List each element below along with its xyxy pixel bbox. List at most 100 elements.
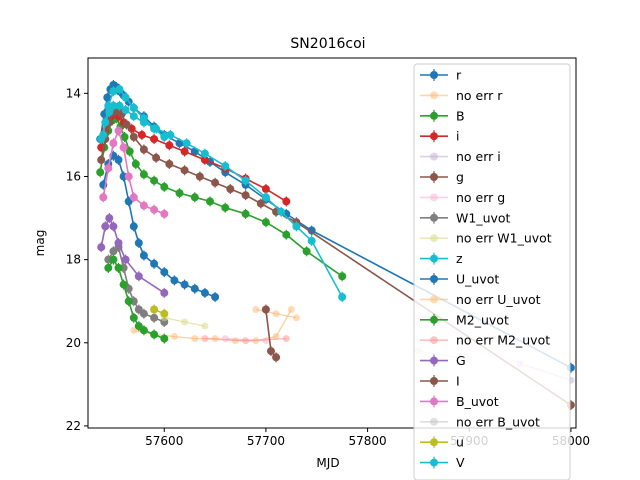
data-point (261, 218, 270, 227)
legend-swatch-marker (430, 71, 438, 79)
data-point (150, 330, 159, 339)
data-point (103, 93, 112, 102)
y-tick-label: 20 (66, 336, 81, 350)
data-point (130, 326, 138, 334)
legend-label: i (456, 129, 459, 144)
data-point (175, 189, 184, 198)
legend-entry: g (420, 170, 464, 185)
data-point (150, 305, 159, 314)
data-point (109, 139, 118, 148)
legend-swatch-marker (430, 336, 438, 345)
legend-label: U_uvot (456, 272, 499, 287)
data-point (129, 222, 138, 231)
data-point (99, 130, 108, 139)
data-point (104, 164, 113, 173)
data-point (152, 153, 161, 162)
data-point (129, 103, 138, 112)
series-G (97, 213, 169, 298)
data-point (114, 155, 123, 164)
legend-swatch-marker (430, 234, 438, 243)
data-point (287, 306, 295, 313)
data-point (170, 333, 178, 340)
legend-entry: no err g (420, 190, 505, 205)
legend-swatch-marker (430, 193, 438, 202)
data-point (160, 288, 169, 297)
legend-swatch-marker (430, 397, 438, 406)
data-point (150, 259, 159, 268)
data-point (180, 166, 189, 175)
legend-label: g (456, 170, 464, 185)
data-point (122, 120, 131, 129)
legend-label: no err i (456, 149, 501, 164)
legend-swatch-marker (430, 213, 438, 222)
legend-swatch-marker (430, 254, 438, 263)
data-point (129, 112, 138, 121)
data-point (241, 209, 250, 218)
legend-entry: u (420, 435, 464, 450)
data-point (104, 101, 113, 110)
legend-swatch-marker (430, 438, 438, 447)
data-point (139, 326, 148, 335)
data-point (139, 170, 148, 179)
legend-entry: no err M2_uvot (420, 333, 550, 348)
x-tick-label: 57600 (145, 434, 183, 448)
data-point (200, 288, 209, 297)
legend-swatch-marker (430, 356, 438, 365)
legend-entry: no err r (420, 88, 503, 103)
legend-swatch-marker (430, 91, 438, 100)
legend-label: no err U_uvot (456, 292, 541, 307)
legend-label: no err W1_uvot (456, 231, 552, 246)
data-point (338, 293, 347, 301)
data-point (191, 335, 199, 343)
x-axis-label: MJD (316, 456, 339, 470)
y-tick-label: 22 (66, 419, 81, 433)
data-point (129, 193, 138, 202)
data-point (261, 193, 270, 202)
legend-label: no err M2_uvot (456, 333, 550, 348)
legend-label: r (456, 68, 462, 83)
legend-label: no err g (456, 190, 505, 205)
data-point (124, 172, 133, 181)
legend-entry: M2_uvot (420, 312, 509, 327)
data-point (114, 263, 123, 272)
x-tick-label: 57700 (247, 434, 285, 448)
data-point (125, 147, 134, 156)
data-point (160, 209, 169, 218)
data-point (200, 155, 209, 164)
legend-label: B (456, 108, 465, 123)
data-point (99, 193, 108, 202)
data-point (97, 155, 106, 164)
series-line (107, 258, 165, 340)
data-point (121, 106, 130, 114)
legend-entry: B (420, 108, 465, 123)
data-point (119, 280, 128, 289)
data-point (292, 222, 301, 231)
data-point (242, 337, 250, 345)
legend-entry: G (420, 353, 466, 368)
x-tick-label: 57800 (348, 434, 386, 448)
data-point (121, 93, 130, 102)
data-point (119, 143, 128, 152)
series-line (102, 128, 165, 215)
data-point (115, 85, 124, 94)
legend-entry: no err i (420, 149, 501, 164)
data-point (134, 239, 143, 247)
data-point (256, 199, 265, 208)
data-point (96, 168, 105, 177)
data-point (211, 178, 220, 187)
data-point (211, 293, 220, 301)
legend-label: I (456, 374, 460, 389)
data-point (109, 222, 118, 231)
data-point (165, 160, 174, 168)
data-point (160, 268, 169, 277)
legend-entry: no err B_uvot (420, 414, 540, 429)
data-point (137, 130, 146, 139)
data-point (262, 337, 270, 345)
data-point (180, 280, 189, 289)
legend-entry: V (420, 455, 465, 470)
data-point (221, 335, 229, 343)
legend-label: u (456, 435, 464, 450)
data-point (121, 255, 130, 264)
data-point (166, 130, 175, 139)
